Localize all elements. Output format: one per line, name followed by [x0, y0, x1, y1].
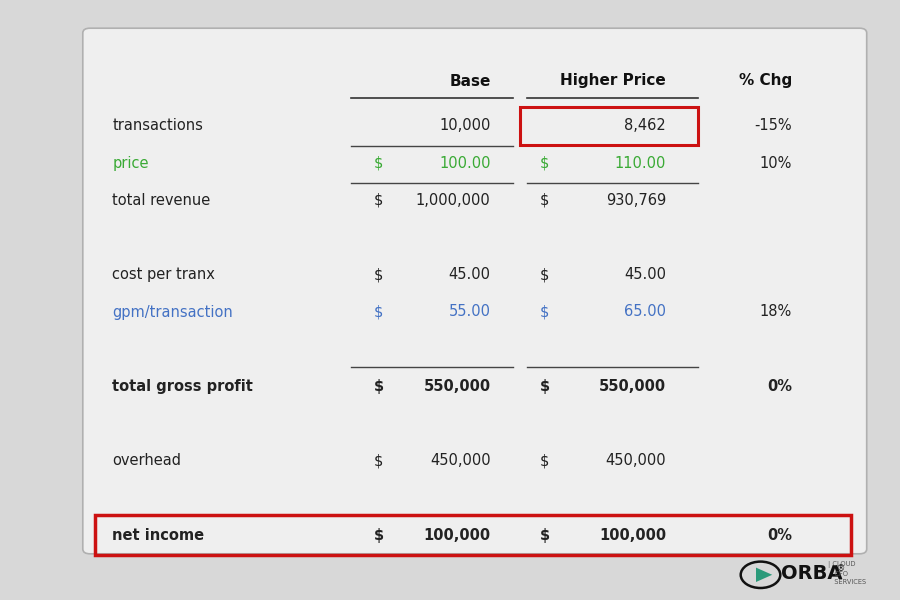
Text: $: $ [374, 454, 382, 468]
Text: $: $ [540, 155, 549, 170]
Text: $: $ [540, 267, 549, 282]
Text: 10,000: 10,000 [439, 118, 491, 133]
Text: $: $ [540, 528, 550, 542]
Text: 100.00: 100.00 [439, 155, 491, 170]
Text: 65.00: 65.00 [624, 304, 666, 319]
Text: ®: ® [837, 564, 845, 574]
Text: 0%: 0% [767, 379, 792, 394]
Text: net income: net income [112, 528, 204, 542]
Text: cost per tranx: cost per tranx [112, 267, 215, 282]
Text: Base: Base [449, 73, 491, 88]
Text: $: $ [540, 379, 550, 394]
Text: -15%: -15% [754, 118, 792, 133]
Text: $: $ [374, 155, 382, 170]
Text: $: $ [540, 304, 549, 319]
FancyBboxPatch shape [83, 28, 867, 554]
Text: 0%: 0% [767, 528, 792, 542]
Text: 8,462: 8,462 [625, 118, 666, 133]
Text: 45.00: 45.00 [448, 267, 490, 282]
Text: 450,000: 450,000 [606, 454, 666, 468]
Text: | CLOUD
   CFO
   SERVICES: | CLOUD CFO SERVICES [828, 561, 866, 585]
Text: 18%: 18% [760, 304, 792, 319]
Text: $: $ [374, 528, 383, 542]
Polygon shape [756, 568, 772, 582]
Text: 10%: 10% [760, 155, 792, 170]
Text: 100,000: 100,000 [598, 528, 666, 542]
Bar [94, 515, 850, 555]
Text: ORBA: ORBA [781, 564, 842, 583]
Text: $: $ [374, 304, 382, 319]
Text: $: $ [374, 267, 382, 282]
Text: 45.00: 45.00 [624, 267, 666, 282]
Text: 55.00: 55.00 [448, 304, 490, 319]
Text: 1,000,000: 1,000,000 [416, 193, 490, 208]
Text: 100,000: 100,000 [423, 528, 491, 542]
Text: % Chg: % Chg [739, 73, 792, 88]
Text: price: price [112, 155, 149, 170]
Text: $: $ [374, 193, 382, 208]
Text: overhead: overhead [112, 454, 182, 468]
Text: 550,000: 550,000 [598, 379, 666, 394]
Text: 450,000: 450,000 [430, 454, 491, 468]
Text: 550,000: 550,000 [423, 379, 491, 394]
Text: gpm/transaction: gpm/transaction [112, 304, 233, 319]
Text: $: $ [374, 379, 383, 394]
Text: $: $ [540, 193, 549, 208]
Text: $: $ [540, 454, 549, 468]
Text: transactions: transactions [112, 118, 203, 133]
Text: Higher Price: Higher Price [560, 73, 666, 88]
Text: 930,769: 930,769 [606, 193, 666, 208]
Text: total revenue: total revenue [112, 193, 211, 208]
Text: total gross profit: total gross profit [112, 379, 254, 394]
Bar [520, 107, 698, 145]
Text: 110.00: 110.00 [615, 155, 666, 170]
